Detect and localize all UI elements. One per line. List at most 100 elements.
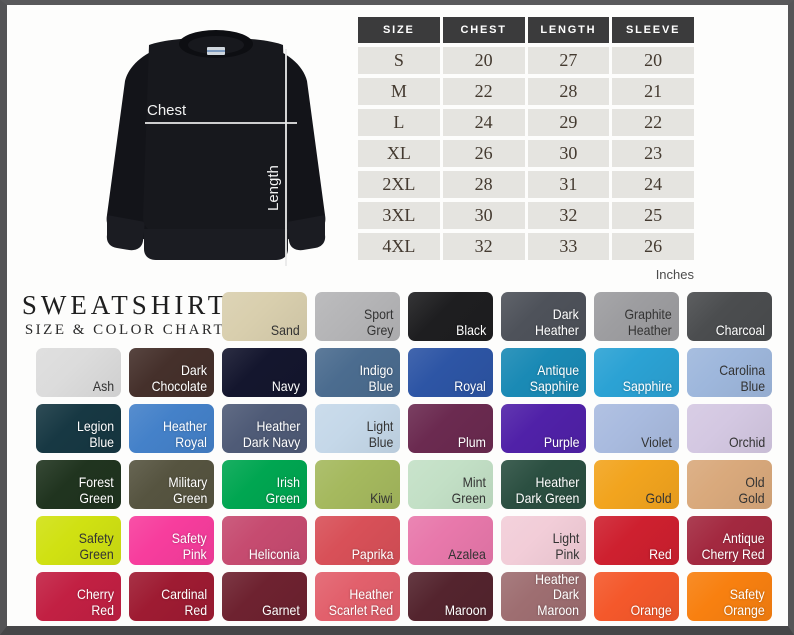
color-grid: SWEATSHIRT SIZE & COLOR CHART Sand Sport … <box>22 290 772 621</box>
size-table-header: SIZE <box>358 17 440 43</box>
swatch-label: Charcoal <box>715 321 765 338</box>
color-swatch-sand: Sand <box>222 292 307 341</box>
size-table: SIZE CHEST LENGTH SLEEVE S 20 27 20 M 22 28 21 L 24 29… <box>358 17 694 260</box>
swatch-label: Sport Grey <box>363 306 393 338</box>
color-swatch-dark-heather: Dark Heather <box>501 292 586 341</box>
swatch-label: Old Gold <box>738 474 765 506</box>
color-swatch-heliconia: Heliconia <box>222 516 307 565</box>
swatch-label: Gold <box>645 489 672 506</box>
color-swatch-red: Red <box>594 516 679 565</box>
color-swatch-safety-orange: Safety Orange <box>687 572 772 621</box>
color-swatch-light-blue: Light Blue <box>315 404 400 453</box>
swatch-label: Heather Royal <box>163 418 207 450</box>
color-swatch-heather-scarlet-red: Heather Scarlet Red <box>315 572 400 621</box>
color-swatch-sapphire: Sapphire <box>594 348 679 397</box>
color-swatch-heather-dark-green: Heather Dark Green <box>501 460 586 509</box>
swatch-label: Garnet <box>262 601 300 618</box>
color-swatch-orchid: Orchid <box>687 404 772 453</box>
color-swatch-purple: Purple <box>501 404 586 453</box>
size-table-cell: 2XL <box>358 171 440 198</box>
color-swatch-military-green: Military Green <box>129 460 214 509</box>
chest-label: Chest <box>147 102 187 119</box>
size-table-cell: 24 <box>442 109 525 136</box>
swatch-label: Purple <box>543 433 579 450</box>
swatch-label: Navy <box>271 377 300 394</box>
swatch-label: Heather Dark Maroon <box>535 570 579 618</box>
swatch-label: Light Pink <box>552 530 579 562</box>
color-swatch-safety-pink: Safety Pink <box>129 516 214 565</box>
color-swatch-garnet: Garnet <box>222 572 307 621</box>
swatch-label: Ash <box>92 377 114 394</box>
color-swatch-carolina-blue: Carolina Blue <box>687 348 772 397</box>
swatch-label: Heliconia <box>249 545 300 562</box>
color-swatch-ash: Ash <box>36 348 121 397</box>
color-swatch-violet: Violet <box>594 404 679 453</box>
swatch-label: Paprika <box>351 545 393 562</box>
swatch-label: Safety Orange <box>723 586 765 618</box>
size-table-header: SLEEVE <box>612 17 694 43</box>
swatch-label: Antique Sapphire <box>529 362 579 394</box>
size-table-cell: 32 <box>442 233 525 260</box>
swatch-label: Royal <box>454 377 486 394</box>
swatch-label: Light Blue <box>366 418 393 450</box>
size-table-header: CHEST <box>442 17 525 43</box>
swatch-label: Cherry Red <box>77 586 114 618</box>
sweatshirt-diagram: Chest Length <box>85 19 347 277</box>
swatch-label: Mint Green <box>451 474 486 506</box>
swatch-label: Safety Pink <box>172 530 207 562</box>
size-table-cell: 22 <box>612 109 694 136</box>
color-swatch-irish-green: Irish Green <box>222 460 307 509</box>
size-table-cell: 30 <box>442 202 525 229</box>
size-table-header: LENGTH <box>527 17 610 43</box>
color-swatch-antique-sapphire: Antique Sapphire <box>501 348 586 397</box>
size-table-cell: 21 <box>612 78 694 105</box>
swatch-label: Azalea <box>448 545 486 562</box>
swatch-label: Kiwi <box>370 489 393 506</box>
color-swatch-kiwi: Kiwi <box>315 460 400 509</box>
swatch-label: Forest Green <box>79 474 114 506</box>
color-swatch-forest-green: Forest Green <box>36 460 121 509</box>
swatch-label: Plum <box>457 433 486 450</box>
units-label: Inches <box>655 267 694 282</box>
sweatshirt-illustration: Chest Length <box>106 30 326 266</box>
color-swatch-antique-cherry-red: Antique Cherry Red <box>687 516 772 565</box>
size-table-cell: 28 <box>527 78 610 105</box>
size-table-cell: 20 <box>612 47 694 74</box>
swatch-label: Carolina Blue <box>719 362 765 394</box>
color-swatch-maroon: Maroon <box>408 572 493 621</box>
color-swatch-sport-grey: Sport Grey <box>315 292 400 341</box>
color-swatch-royal: Royal <box>408 348 493 397</box>
size-table-cell: XL <box>358 140 440 167</box>
size-table-cell: 26 <box>612 233 694 260</box>
swatch-label: Antique Cherry Red <box>701 530 765 562</box>
swatch-label: Military Green <box>167 474 207 506</box>
size-table-cell: 31 <box>527 171 610 198</box>
size-table-cell: 24 <box>612 171 694 198</box>
size-table-cell: L <box>358 109 440 136</box>
size-table-cell: 29 <box>527 109 610 136</box>
swatch-label: Sapphire <box>622 377 672 394</box>
swatch-label: Safety Green <box>79 530 114 562</box>
color-swatch-heather-dark-maroon: Heather Dark Maroon <box>501 570 586 621</box>
color-swatch-cardinal-red: Cardinal Red <box>129 572 214 621</box>
swatch-label: Graphite Heather <box>624 306 672 338</box>
color-swatch-cherry-red: Cherry Red <box>36 572 121 621</box>
swatch-label: Black <box>455 321 486 338</box>
swatch-label: Cardinal Red <box>161 586 207 618</box>
size-table-cell: M <box>358 78 440 105</box>
size-table-cell: 3XL <box>358 202 440 229</box>
color-swatch-charcoal: Charcoal <box>687 292 772 341</box>
swatch-label: Red <box>649 545 672 562</box>
color-swatch-old-gold: Old Gold <box>687 460 772 509</box>
color-swatch-mint-green: Mint Green <box>408 460 493 509</box>
page-subtitle: SIZE & COLOR CHART <box>24 322 226 338</box>
color-swatch-gold: Gold <box>594 460 679 509</box>
swatch-label: Indigo Blue <box>359 362 393 394</box>
color-swatch-graphite-heather: Graphite Heather <box>594 292 679 341</box>
swatch-label: Orange <box>630 601 672 618</box>
swatch-label: Dark Heather <box>535 306 579 338</box>
color-swatch-heather-dark-navy: Heather Dark Navy <box>222 404 307 453</box>
color-swatch-black: Black <box>408 292 493 341</box>
color-swatch-dark-chocolate: Dark Chocolate <box>129 348 214 397</box>
swatch-label: Heather Scarlet Red <box>328 586 393 618</box>
